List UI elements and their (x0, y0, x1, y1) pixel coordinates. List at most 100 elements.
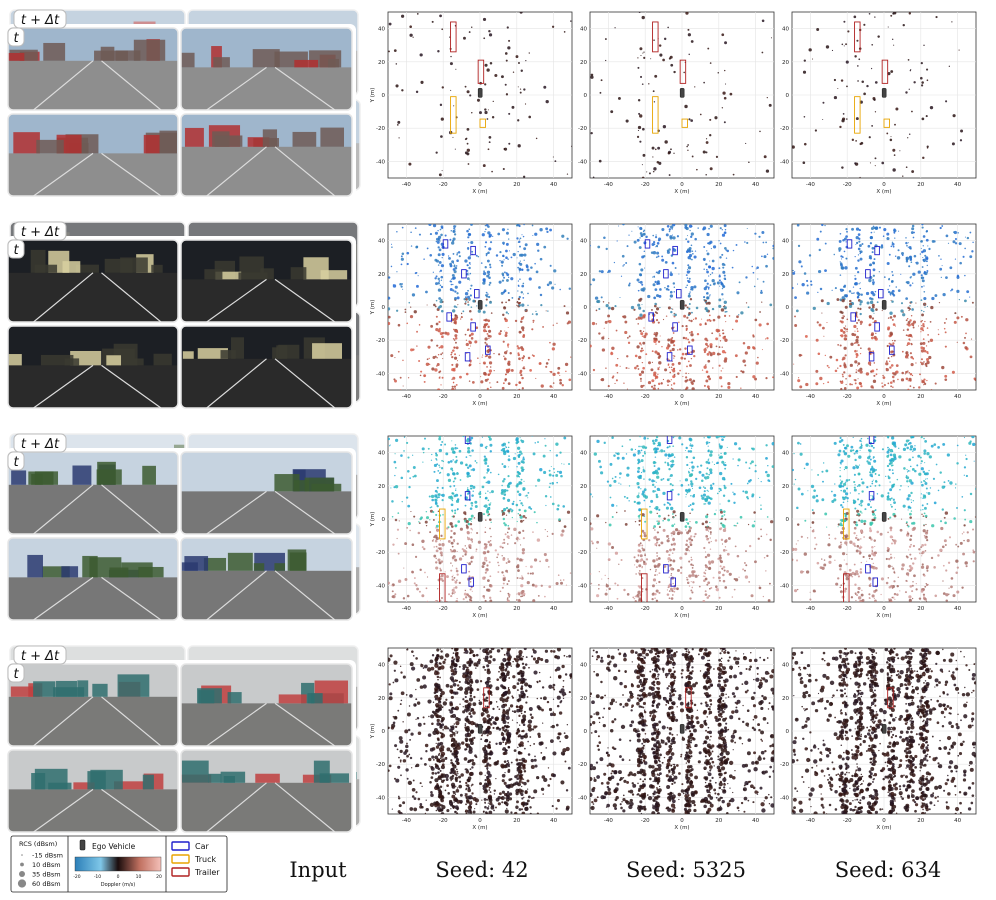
bounding-box (648, 312, 654, 322)
bounding-box (442, 239, 449, 249)
time-label-back: t + Δt (13, 9, 67, 29)
caption-seed-5325: Seed: 5325 (626, 858, 746, 882)
y-axis-label: Y (m) (370, 512, 376, 528)
y-tick-label: 20 (378, 60, 385, 66)
bounding-box (872, 577, 879, 587)
input-panel-highway: t + Δtt (6, 433, 361, 622)
y-tick-label: 0 (584, 517, 588, 523)
x-tick-label: 0 (478, 182, 482, 188)
x-axis-label: X (m) (472, 613, 487, 619)
class-label: Car (195, 842, 209, 851)
doppler-tick-label: 0 (117, 874, 120, 880)
x-tick-label: 0 (478, 394, 482, 400)
caption-seed-42: Seed: 42 (435, 858, 529, 882)
ego-vehicle-marker (881, 512, 887, 522)
rcs-size-marker (19, 871, 25, 877)
x-tick-label: -20 (843, 182, 852, 188)
doppler-label: Doppler (m/s) (101, 882, 135, 888)
y-tick-label: -20 (578, 338, 587, 344)
bounding-box (878, 289, 884, 299)
x-tick-label: 0 (680, 394, 684, 400)
radar-plot-night-road-0: -40 -20 0 20 40 40 20 0 -20 -40 X (m) Y (m) (370, 223, 573, 407)
bounding-box (663, 269, 669, 279)
bounding-box (464, 436, 471, 444)
x-tick-label: 20 (513, 182, 520, 188)
y-tick-label: 40 (378, 451, 385, 457)
x-tick-label: -20 (641, 606, 650, 612)
y-tick-label: 0 (382, 729, 386, 735)
y-tick-label: 20 (580, 272, 587, 278)
y-tick-label: 40 (580, 663, 587, 669)
y-tick-label: -20 (780, 762, 789, 768)
x-axis-label: X (m) (472, 825, 487, 831)
y-tick-label: -40 (578, 371, 587, 377)
rcs-size-marker (17, 879, 27, 888)
svg-text:t + Δt: t + Δt (21, 13, 60, 28)
x-tick-label: 0 (680, 606, 684, 612)
x-tick-label: 0 (478, 606, 482, 612)
y-tick-label: 0 (786, 93, 790, 99)
y-tick-label: 20 (580, 696, 587, 702)
rcs-item-label: 35 dBsm (32, 870, 61, 878)
bounding-box (470, 322, 476, 332)
x-tick-label: -40 (806, 182, 815, 188)
ego-vehicle-marker (477, 300, 483, 310)
front-frame (6, 24, 356, 198)
doppler-tick-label: 10 (136, 874, 142, 880)
x-tick-label: 0 (882, 394, 886, 400)
class-swatch (171, 867, 190, 877)
y-tick-label: -20 (780, 126, 789, 132)
x-axis-label: X (m) (674, 401, 689, 407)
y-tick-label: -20 (376, 338, 385, 344)
y-tick-label: -20 (376, 126, 385, 132)
front-frame (6, 660, 356, 834)
svg-text:t: t (13, 455, 19, 470)
ego-vehicle-marker (679, 512, 685, 522)
x-tick-label: 20 (917, 606, 924, 612)
bounding-box (468, 577, 475, 587)
y-tick-label: -40 (578, 159, 587, 165)
time-label-front: t (7, 239, 25, 259)
y-tick-label: 20 (378, 696, 385, 702)
y-tick-label: 40 (782, 239, 789, 245)
bounding-box (868, 491, 875, 501)
x-tick-label: 20 (513, 606, 520, 612)
ego-vehicle-marker (679, 300, 685, 310)
radar-plot-container-yard-1: -40 -20 0 20 40 40 20 0 -20 -40 X (m) (578, 647, 775, 831)
x-tick-label: 0 (882, 182, 886, 188)
caption-seed-634: Seed: 634 (834, 858, 942, 882)
x-tick-label: 40 (550, 606, 557, 612)
y-tick-label: -20 (578, 550, 587, 556)
y-tick-label: 40 (378, 239, 385, 245)
x-tick-label: 40 (550, 394, 557, 400)
x-tick-label: 40 (752, 182, 759, 188)
y-tick-label: 20 (378, 484, 385, 490)
x-tick-label: 40 (954, 182, 961, 188)
ego-vehicle-marker (881, 88, 887, 98)
time-label-front: t (7, 27, 25, 47)
radar-plot-container-yard-0: -40 -20 0 20 40 40 20 0 -20 -40 X (m) Y (m) (370, 647, 573, 831)
x-tick-label: -20 (439, 818, 448, 824)
ego-vehicle-marker (477, 512, 483, 522)
class-label: Truck (194, 855, 216, 864)
x-axis-label: X (m) (876, 613, 891, 619)
x-tick-label: 40 (752, 818, 759, 824)
x-tick-label: -40 (604, 182, 613, 188)
bounding-box (652, 21, 659, 53)
time-label-back: t + Δt (13, 221, 67, 241)
y-tick-label: 0 (786, 517, 790, 523)
x-tick-label: 40 (752, 606, 759, 612)
bounding-box (641, 508, 648, 540)
ego-vehicle-icon (79, 839, 86, 851)
radar-plot-depot-trucks-2: -40 -20 0 20 40 40 20 0 -20 -40 X (m) (780, 11, 977, 195)
radar-plot-container-yard-2: -40 -20 0 20 40 40 20 0 -20 -40 X (m) (780, 647, 977, 831)
y-tick-label: -40 (376, 583, 385, 589)
bounding-box (474, 289, 480, 299)
x-tick-label: -20 (843, 818, 852, 824)
bounding-box (479, 118, 486, 128)
ego-vehicle-marker (679, 88, 685, 98)
rcs-title: RCS (dBsm) (19, 840, 57, 848)
rcs-size-marker (20, 862, 24, 867)
y-axis-label: Y (m) (370, 724, 376, 740)
